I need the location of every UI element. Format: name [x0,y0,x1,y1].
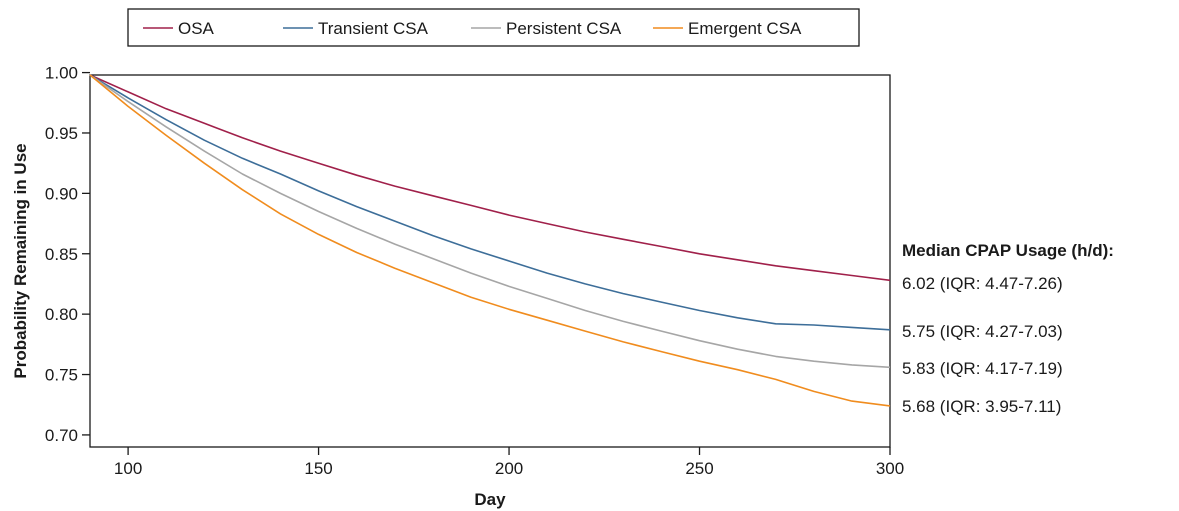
legend: OSA Transient CSA Persistent CSA Emergent C… [127,8,860,47]
y-axis-title: Probability Remaining in Use [11,143,30,378]
series-line-emergent-csa [89,74,891,407]
legend-label: Transient CSA [318,19,429,38]
usage-annotation-osa: 6.02 (IQR: 4.47-7.26) [902,274,1063,293]
x-tick-label: 250 [685,459,713,478]
x-axis: 100 150 200 250 300 [114,447,904,478]
usage-annotation-transient: 5.75 (IQR: 4.27-7.03) [902,322,1063,341]
legend-label: OSA [178,19,215,38]
y-tick-label: 0.80 [45,305,78,324]
y-axis: 1.00 0.95 0.90 0.85 0.80 0.75 0.70 [45,64,90,445]
series-lines [89,74,891,407]
y-tick-label: 0.85 [45,245,78,264]
usage-annotation-title: Median CPAP Usage (h/d): [902,241,1114,260]
y-tick-label: 0.75 [45,366,78,385]
x-tick-label: 100 [114,459,142,478]
usage-annotation: Median CPAP Usage (h/d): 6.02 (IQR: 4.47… [902,241,1114,416]
y-tick-label: 0.95 [45,124,78,143]
y-tick-label: 1.00 [45,64,78,83]
legend-label: Emergent CSA [688,19,802,38]
series-line-transient-csa [89,74,891,331]
y-tick-label: 0.90 [45,184,78,203]
series-line-osa [89,74,891,282]
plot-frame [89,74,891,448]
y-tick-label: 0.70 [45,426,78,445]
usage-annotation-emergent: 5.68 (IQR: 3.95-7.11) [902,397,1061,416]
x-tick-label: 200 [495,459,523,478]
usage-annotation-persistent: 5.83 (IQR: 4.17-7.19) [902,359,1063,378]
x-tick-label: 300 [876,459,904,478]
legend-label: Persistent CSA [506,19,622,38]
series-line-persistent-csa [89,74,891,369]
x-tick-label: 150 [304,459,332,478]
x-axis-title: Day [474,490,506,509]
